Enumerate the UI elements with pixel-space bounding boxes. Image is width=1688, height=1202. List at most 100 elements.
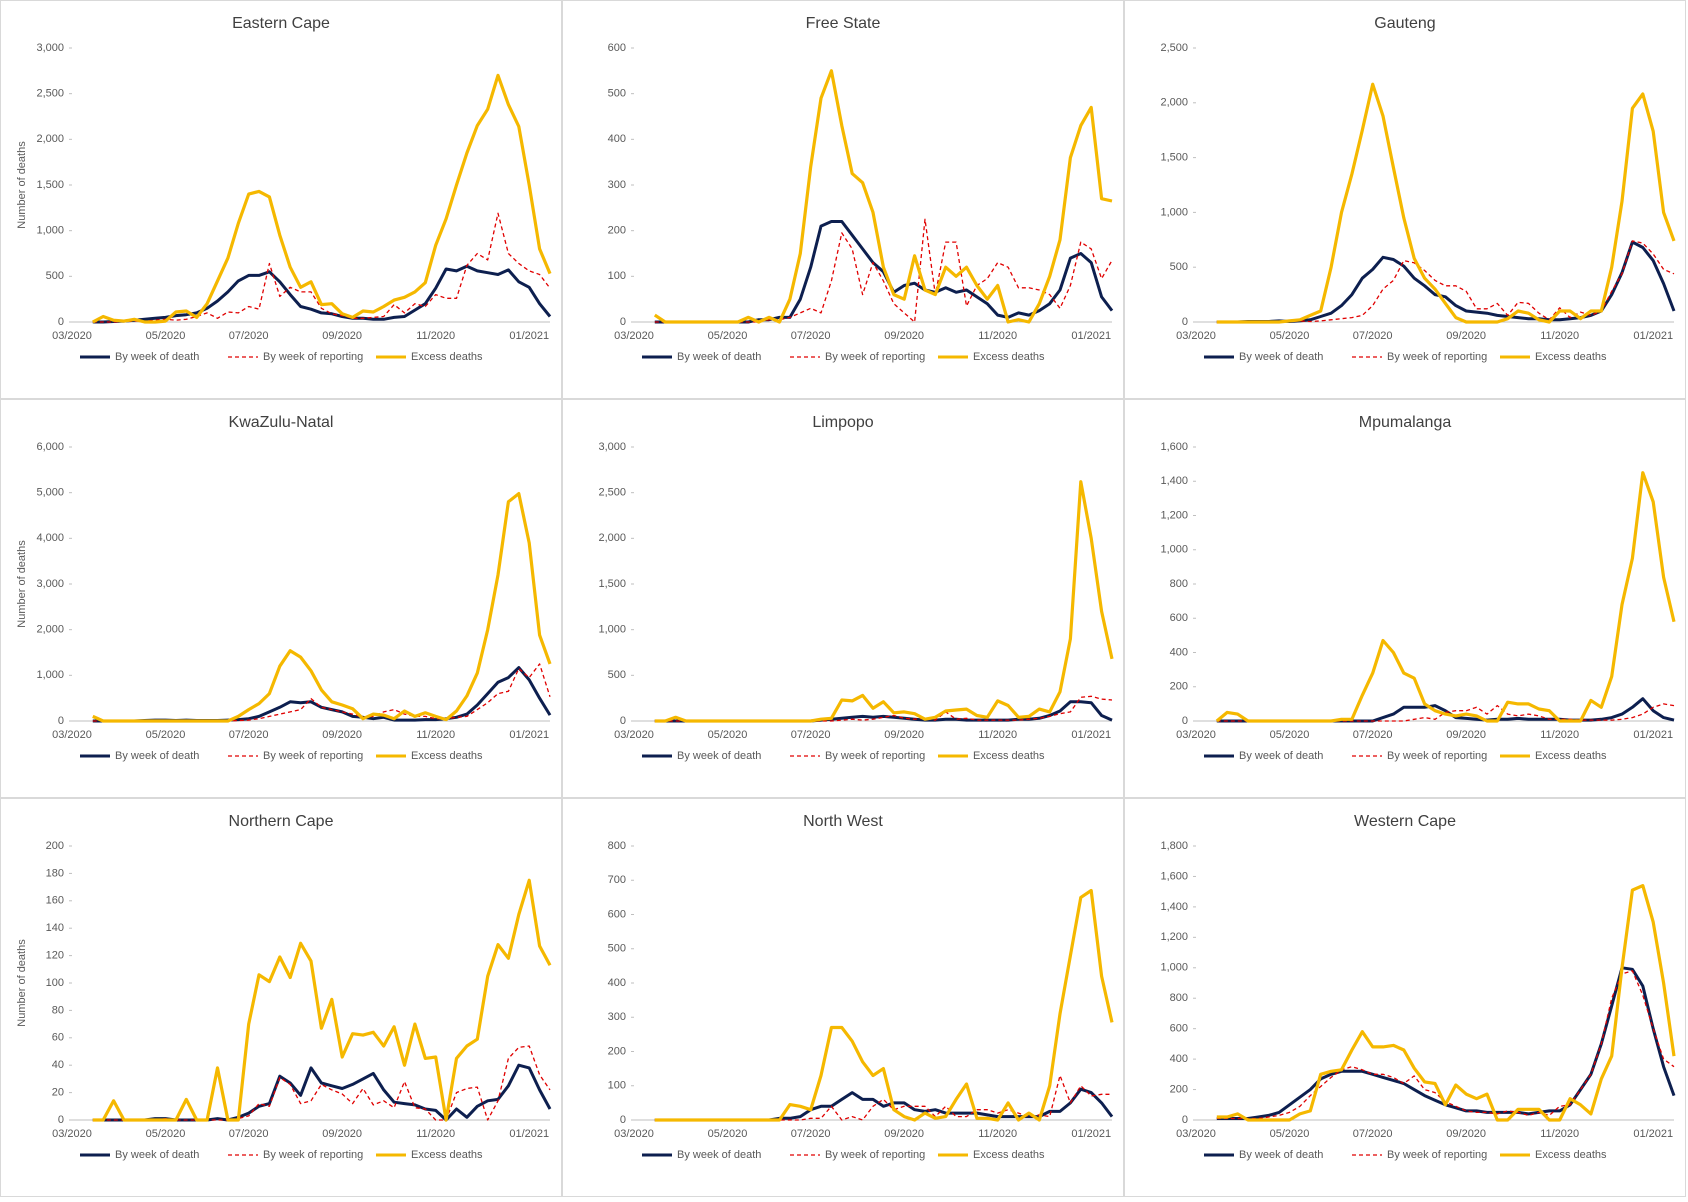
series-line [1216, 703, 1675, 722]
y-tick-label: 700 [608, 874, 626, 886]
series-line [654, 888, 1114, 1122]
x-tick-label: 11/2020 [1540, 330, 1579, 342]
panel-border [0, 0, 562, 399]
legend-label: By week of death [115, 750, 199, 762]
y-tick-label: 60 [52, 1032, 64, 1044]
x-tick-label: 05/2020 [146, 729, 186, 741]
y-tick-label: 1,400 [1160, 475, 1188, 487]
y-tick-label: 4,000 [36, 532, 64, 544]
y-tick-label: 20 [52, 1087, 64, 1099]
series-line [92, 212, 551, 323]
legend-label: Excess deaths [973, 351, 1045, 363]
y-tick-label: 400 [608, 977, 626, 989]
legend-label: Excess deaths [973, 1149, 1045, 1161]
panel-title: KwaZulu-Natal [229, 414, 334, 431]
x-tick-label: 11/2020 [416, 729, 455, 741]
panel-title: Limpopo [812, 414, 873, 431]
y-axis-label: Number of deaths [16, 141, 28, 229]
y-tick-label: 1,200 [1160, 509, 1188, 521]
y-tick-label: 0 [1182, 1114, 1188, 1126]
y-tick-label: 400 [1170, 1053, 1188, 1065]
x-tick-label: 11/2020 [1540, 1128, 1579, 1140]
legend-label: By week of reporting [825, 351, 925, 363]
x-tick-label: 05/2020 [1270, 729, 1310, 741]
y-tick-label: 3,000 [36, 42, 64, 54]
legend-label: Excess deaths [1535, 750, 1607, 762]
x-tick-label: 11/2020 [416, 330, 455, 342]
y-tick-label: 1,000 [1160, 544, 1188, 556]
series-line [654, 480, 1114, 723]
y-tick-label: 2,000 [36, 133, 64, 145]
x-tick-label: 07/2020 [229, 330, 269, 342]
y-tick-label: 1,000 [36, 225, 64, 237]
y-tick-label: 2,500 [598, 487, 626, 499]
x-tick-label: 05/2020 [1270, 1128, 1310, 1140]
x-tick-label: 09/2020 [884, 1128, 924, 1140]
series-line [1216, 884, 1676, 1122]
y-tick-label: 180 [46, 867, 64, 879]
x-tick-label: 07/2020 [791, 330, 831, 342]
panel-border [562, 798, 1124, 1197]
x-tick-label: 07/2020 [1353, 729, 1393, 741]
x-tick-label: 09/2020 [322, 1128, 362, 1140]
x-tick-label: 07/2020 [1353, 330, 1393, 342]
series-line [654, 218, 1113, 323]
series-line [92, 663, 551, 722]
x-tick-label: 03/2020 [52, 330, 92, 342]
panel: KwaZulu-Natal Number of deaths 0 1,000 2,000… [0, 399, 562, 798]
y-tick-label: 1,000 [1160, 206, 1188, 218]
y-tick-label: 1,000 [36, 669, 64, 681]
legend-label: By week of death [1239, 1149, 1323, 1161]
x-tick-label: 07/2020 [1353, 1128, 1393, 1140]
x-tick-label: 01/2021 [1633, 729, 1673, 741]
y-tick-label: 200 [46, 840, 64, 852]
series-line [1216, 82, 1676, 324]
y-tick-label: 300 [608, 1011, 626, 1023]
panel-title: Western Cape [1354, 813, 1456, 830]
x-tick-label: 01/2021 [509, 1128, 549, 1140]
x-tick-label: 07/2020 [229, 729, 269, 741]
panel: Free State 0 100 200 300 400 500 600 03/2020 05/2… [562, 0, 1124, 399]
panel: Eastern Cape Number of deaths 0 500 1,000 1,5… [0, 0, 562, 399]
y-tick-label: 300 [608, 179, 626, 191]
x-tick-label: 01/2021 [509, 729, 549, 741]
y-tick-label: 100 [608, 270, 626, 282]
series-line [92, 878, 552, 1122]
x-tick-label: 11/2020 [978, 729, 1017, 741]
y-tick-label: 120 [46, 950, 64, 962]
y-tick-label: 2,500 [1160, 42, 1188, 54]
y-tick-label: 500 [608, 669, 626, 681]
panel-title: Eastern Cape [232, 15, 330, 32]
y-tick-label: 600 [1170, 612, 1188, 624]
y-tick-label: 2,000 [598, 532, 626, 544]
x-tick-label: 09/2020 [1446, 330, 1486, 342]
panel-title: North West [803, 813, 883, 830]
legend-label: By week of reporting [1387, 750, 1487, 762]
panel-border [562, 0, 1124, 399]
y-tick-label: 140 [46, 922, 64, 934]
legend-label: Excess deaths [411, 750, 483, 762]
y-tick-label: 400 [1170, 646, 1188, 658]
y-tick-label: 5,000 [36, 487, 64, 499]
y-tick-label: 500 [608, 943, 626, 955]
y-tick-label: 2,000 [1160, 97, 1188, 109]
y-tick-label: 1,600 [1160, 870, 1188, 882]
y-tick-label: 100 [46, 977, 64, 989]
panel: Northern Cape Number of deaths 0 20 40 60 80 10… [0, 798, 562, 1197]
x-tick-label: 03/2020 [614, 729, 654, 741]
legend-label: By week of reporting [263, 1149, 363, 1161]
y-tick-label: 1,000 [1160, 962, 1188, 974]
panel: Western Cape 0 200 400 600 800 1,000 1,200 1,400… [1124, 798, 1686, 1197]
x-tick-label: 11/2020 [1540, 729, 1579, 741]
panel-border [0, 399, 562, 798]
x-tick-label: 01/2021 [1071, 330, 1111, 342]
x-tick-label: 01/2021 [1071, 1128, 1111, 1140]
panel-border [1124, 798, 1686, 1197]
legend-label: Excess deaths [1535, 351, 1607, 363]
y-axis-label: Number of deaths [16, 939, 28, 1027]
x-tick-label: 09/2020 [322, 729, 362, 741]
x-tick-label: 05/2020 [708, 729, 748, 741]
y-tick-label: 600 [608, 908, 626, 920]
